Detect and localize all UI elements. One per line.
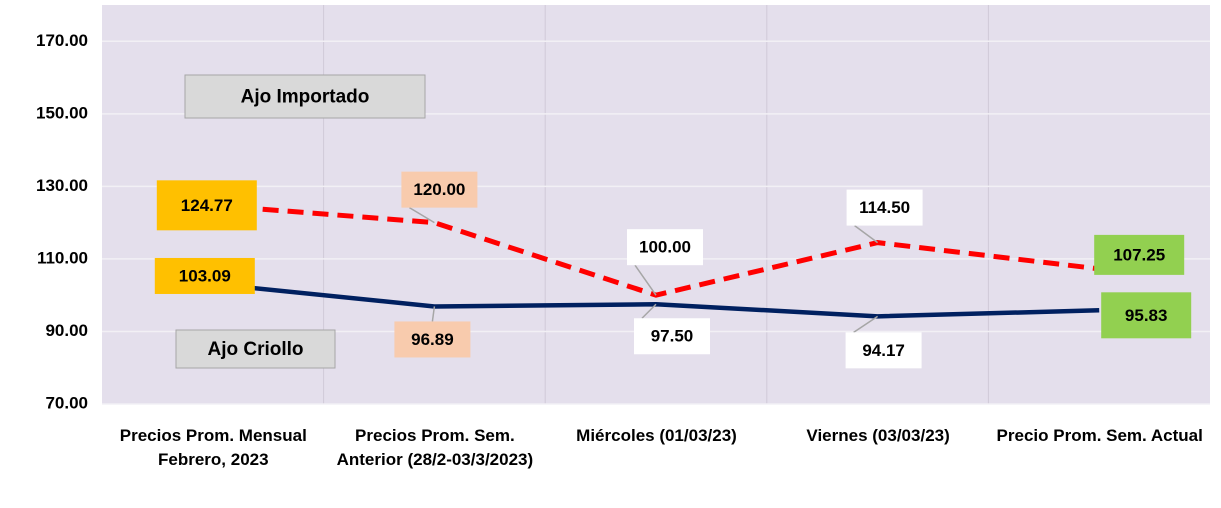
x-tick-label: Precios Prom. Sem. Anterior (28/2-03/3/2…	[336, 426, 534, 469]
y-tick-label: 90.00	[45, 321, 88, 340]
data-label: 124.77	[181, 196, 233, 215]
leader-line	[854, 224, 879, 244]
data-label: 96.89	[411, 330, 454, 349]
data-label: 97.50	[651, 327, 694, 346]
data-label-box	[156, 180, 257, 231]
y-tick-label: 70.00	[45, 393, 88, 412]
data-label-box	[634, 318, 710, 355]
data-label-box	[845, 332, 922, 369]
data-label-box	[154, 257, 255, 294]
y-tick-label: 130.00	[36, 176, 88, 195]
leader-line	[431, 306, 436, 322]
data-label-box	[846, 189, 923, 226]
y-tick-label: 170.00	[36, 31, 88, 50]
x-tick-label: Viernes (03/03/23)	[806, 426, 950, 445]
data-label-box	[401, 171, 478, 208]
legend-label: Ajo Importado	[241, 87, 370, 108]
y-tick-label: 150.00	[36, 103, 88, 122]
series-line	[212, 202, 1100, 298]
data-label: 100.00	[639, 238, 691, 257]
legend-label: Ajo Criollo	[207, 339, 303, 360]
data-label-box	[1094, 234, 1185, 275]
x-tick-label: Miércoles (01/03/23)	[576, 426, 737, 445]
data-label: 95.83	[1125, 306, 1168, 325]
leader-line	[409, 206, 435, 224]
leader-line	[641, 303, 657, 319]
data-label-box	[1101, 292, 1192, 339]
data-label-box	[394, 321, 471, 358]
data-label: 103.09	[179, 266, 231, 285]
data-label: 107.25	[1113, 245, 1165, 264]
y-tick-label: 110.00	[37, 248, 88, 267]
x-tick-label: Precios Prom. Mensual Febrero, 2023	[119, 426, 307, 469]
x-tick-label: Precio Prom. Sem. Actual	[996, 426, 1203, 445]
legend-box	[175, 329, 336, 369]
data-label: 94.17	[862, 341, 905, 360]
leader-line	[634, 264, 657, 296]
legend-box	[184, 74, 426, 119]
data-label-box	[627, 229, 703, 266]
leader-line	[853, 315, 879, 333]
data-label: 120.00	[413, 180, 465, 199]
data-label: 114.50	[859, 198, 910, 217]
